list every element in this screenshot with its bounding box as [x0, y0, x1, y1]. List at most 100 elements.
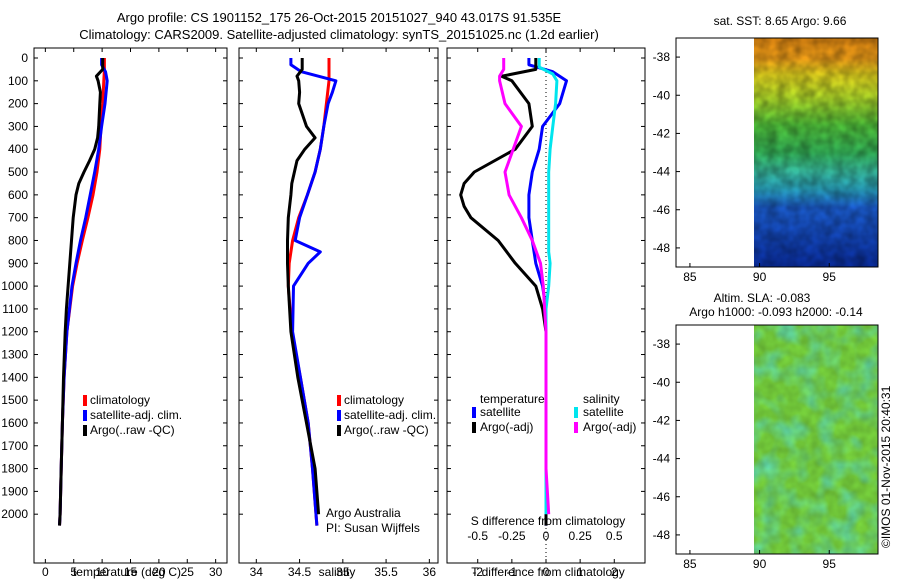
- sst-heatmap-texture: [754, 38, 878, 267]
- sst-map-title: sat. SST: 8.65 Argo: 9.66: [714, 14, 847, 28]
- y-tick-label: 300: [8, 119, 28, 133]
- y-tick-label: 1500: [1, 393, 28, 407]
- map-y-tick-label: -44: [653, 165, 671, 179]
- series-argo-s: [498, 58, 551, 515]
- x-tick-label: -1: [507, 565, 518, 579]
- s-top-tick-label: -0.25: [498, 529, 526, 543]
- temperature-xlabel: temperature (deg C): [73, 565, 181, 579]
- temperature-axes-frame: [33, 47, 228, 564]
- difference-panel: -2 -1 0 1 2 S difference from climatology -0…: [446, 47, 646, 579]
- figure-title-line1: Argo profile: CS 1901152_175 26-Oct-2015…: [117, 10, 562, 25]
- map-x-tick-label: 85: [683, 270, 697, 284]
- x-tick-label: 10: [95, 565, 109, 579]
- series-satellite-adj-clim-: [289, 58, 338, 526]
- x-tick-label: 1: [577, 565, 584, 579]
- series-argo-raw-qc-: [286, 58, 321, 515]
- x-tick-label: 5: [70, 565, 77, 579]
- map-x-tick-label: 95: [823, 557, 837, 571]
- x-tick-label: -2: [472, 565, 483, 579]
- series-argo-t: [459, 58, 548, 526]
- x-tick-label: 34.5: [288, 565, 312, 579]
- legend-label-argo: Argo(..raw -QC): [90, 423, 175, 437]
- legend-swatch-argo-S: [574, 422, 578, 433]
- x-tick-label: 25: [181, 565, 195, 579]
- s-top-tick-label: -0.5: [467, 529, 488, 543]
- map-y-tick-label: -46: [653, 490, 671, 504]
- x-tick-label: 34: [250, 565, 264, 579]
- legend-label-satellite: satellite-adj. clim.: [90, 408, 182, 422]
- y-tick-label: 1700: [1, 439, 28, 453]
- salinity-axes-frame: [238, 47, 439, 564]
- legend-label-argo: Argo(..raw -QC): [344, 423, 429, 437]
- legend-label-sat-S: satellite: [583, 405, 624, 419]
- legend-swatch-satellite: [83, 410, 87, 421]
- pi-label: PI: Susan Wijffels: [326, 521, 420, 535]
- map-y-tick-label: -42: [653, 413, 671, 427]
- y-tick-label: 1000: [1, 279, 28, 293]
- y-tick-label: 100: [8, 74, 28, 88]
- y-tick-label: 500: [8, 165, 28, 179]
- sla-map-title-line2: Argo h1000: -0.093 h2000: -0.14: [689, 305, 863, 319]
- x-tick-label: 30: [209, 565, 223, 579]
- s-difference-label: S difference from climatology: [471, 514, 626, 528]
- difference-legend: temperature satellite Argo(-adj) salinit…: [472, 392, 636, 434]
- map-y-tick-label: -48: [653, 241, 671, 255]
- y-tick-label: 1800: [1, 462, 28, 476]
- temperature-panel: 0 100 200 300 400 500 600 700 800 900 1000 1100 1200…: [1, 47, 228, 579]
- y-tick-label: 2000: [1, 507, 28, 521]
- temperature-legend: climatology satellite-adj. clim. Argo(..…: [83, 393, 182, 437]
- legend-label-sat-T: satellite: [480, 405, 521, 419]
- salinity-legend: climatology satellite-adj. clim. Argo(..…: [337, 393, 436, 437]
- x-tick-label: 35.5: [374, 565, 398, 579]
- s-top-tick-label: 0.25: [568, 529, 592, 543]
- map-y-tick-label: -38: [653, 337, 671, 351]
- legend-title-temperature: temperature: [480, 392, 545, 406]
- sla-heatmap-texture: [754, 325, 878, 554]
- y-tick-label: 1900: [1, 484, 28, 498]
- map-y-tick-label: -46: [653, 203, 671, 217]
- y-tick-label: 800: [8, 233, 28, 247]
- y-tick-label: 600: [8, 188, 28, 202]
- t-difference-label: T difference from climatology: [471, 565, 625, 579]
- legend-title-salinity: salinity: [583, 392, 620, 406]
- x-tick-label: 36: [423, 565, 437, 579]
- series-argo-raw-qc-: [58, 58, 105, 526]
- legend-label-satellite: satellite-adj. clim.: [344, 408, 436, 422]
- legend-swatch-argo: [337, 425, 341, 436]
- sst-axes-frame: [675, 37, 879, 268]
- map-x-tick-label: 85: [683, 557, 697, 571]
- legend-label-argo-T: Argo(-adj): [480, 420, 533, 434]
- map-y-tick-label: -38: [653, 50, 671, 64]
- y-tick-label: 1200: [1, 325, 28, 339]
- x-tick-label: 2: [611, 565, 618, 579]
- y-tick-label: 1100: [2, 302, 28, 316]
- sla-axes-frame: [675, 324, 879, 555]
- y-tick-label: 900: [8, 256, 28, 270]
- legend-swatch-climatology: [337, 395, 341, 406]
- map-y-tick-label: -48: [653, 528, 671, 542]
- y-tick-label: 1300: [1, 348, 28, 362]
- argo-australia-label: Argo Australia: [326, 506, 401, 520]
- legend-swatch-argo: [83, 425, 87, 436]
- map-x-tick-label: 90: [753, 557, 767, 571]
- x-tick-label: 15: [124, 565, 138, 579]
- legend-label-argo-S: Argo(-adj): [583, 420, 636, 434]
- y-tick-label: 700: [8, 211, 28, 225]
- salinity-xlabel: salinity: [319, 565, 356, 579]
- map-x-tick-label: 90: [753, 270, 767, 284]
- y-tick-label: 1600: [1, 416, 28, 430]
- map-x-tick-label: 95: [823, 270, 837, 284]
- legend-swatch-climatology: [83, 395, 87, 406]
- legend-label-climatology: climatology: [344, 393, 404, 407]
- y-tick-label: 400: [8, 142, 28, 156]
- map-y-tick-label: -40: [653, 375, 671, 389]
- y-tick-label: 0: [21, 51, 28, 65]
- figure-title-line2: Climatology: CARS2009. Satellite-adjuste…: [79, 27, 599, 42]
- y-tick-label: 200: [8, 97, 28, 111]
- legend-swatch-argo-T: [472, 422, 476, 433]
- timestamp-label: ©IMOS 01-Nov-2015 20:40:31: [879, 385, 893, 548]
- x-tick-label: 20: [152, 565, 166, 579]
- y-tick-label: 1400: [1, 370, 28, 384]
- sla-map-panel: Altim. SLA: -0.083 Argo h1000: -0.093 h2…: [653, 291, 879, 571]
